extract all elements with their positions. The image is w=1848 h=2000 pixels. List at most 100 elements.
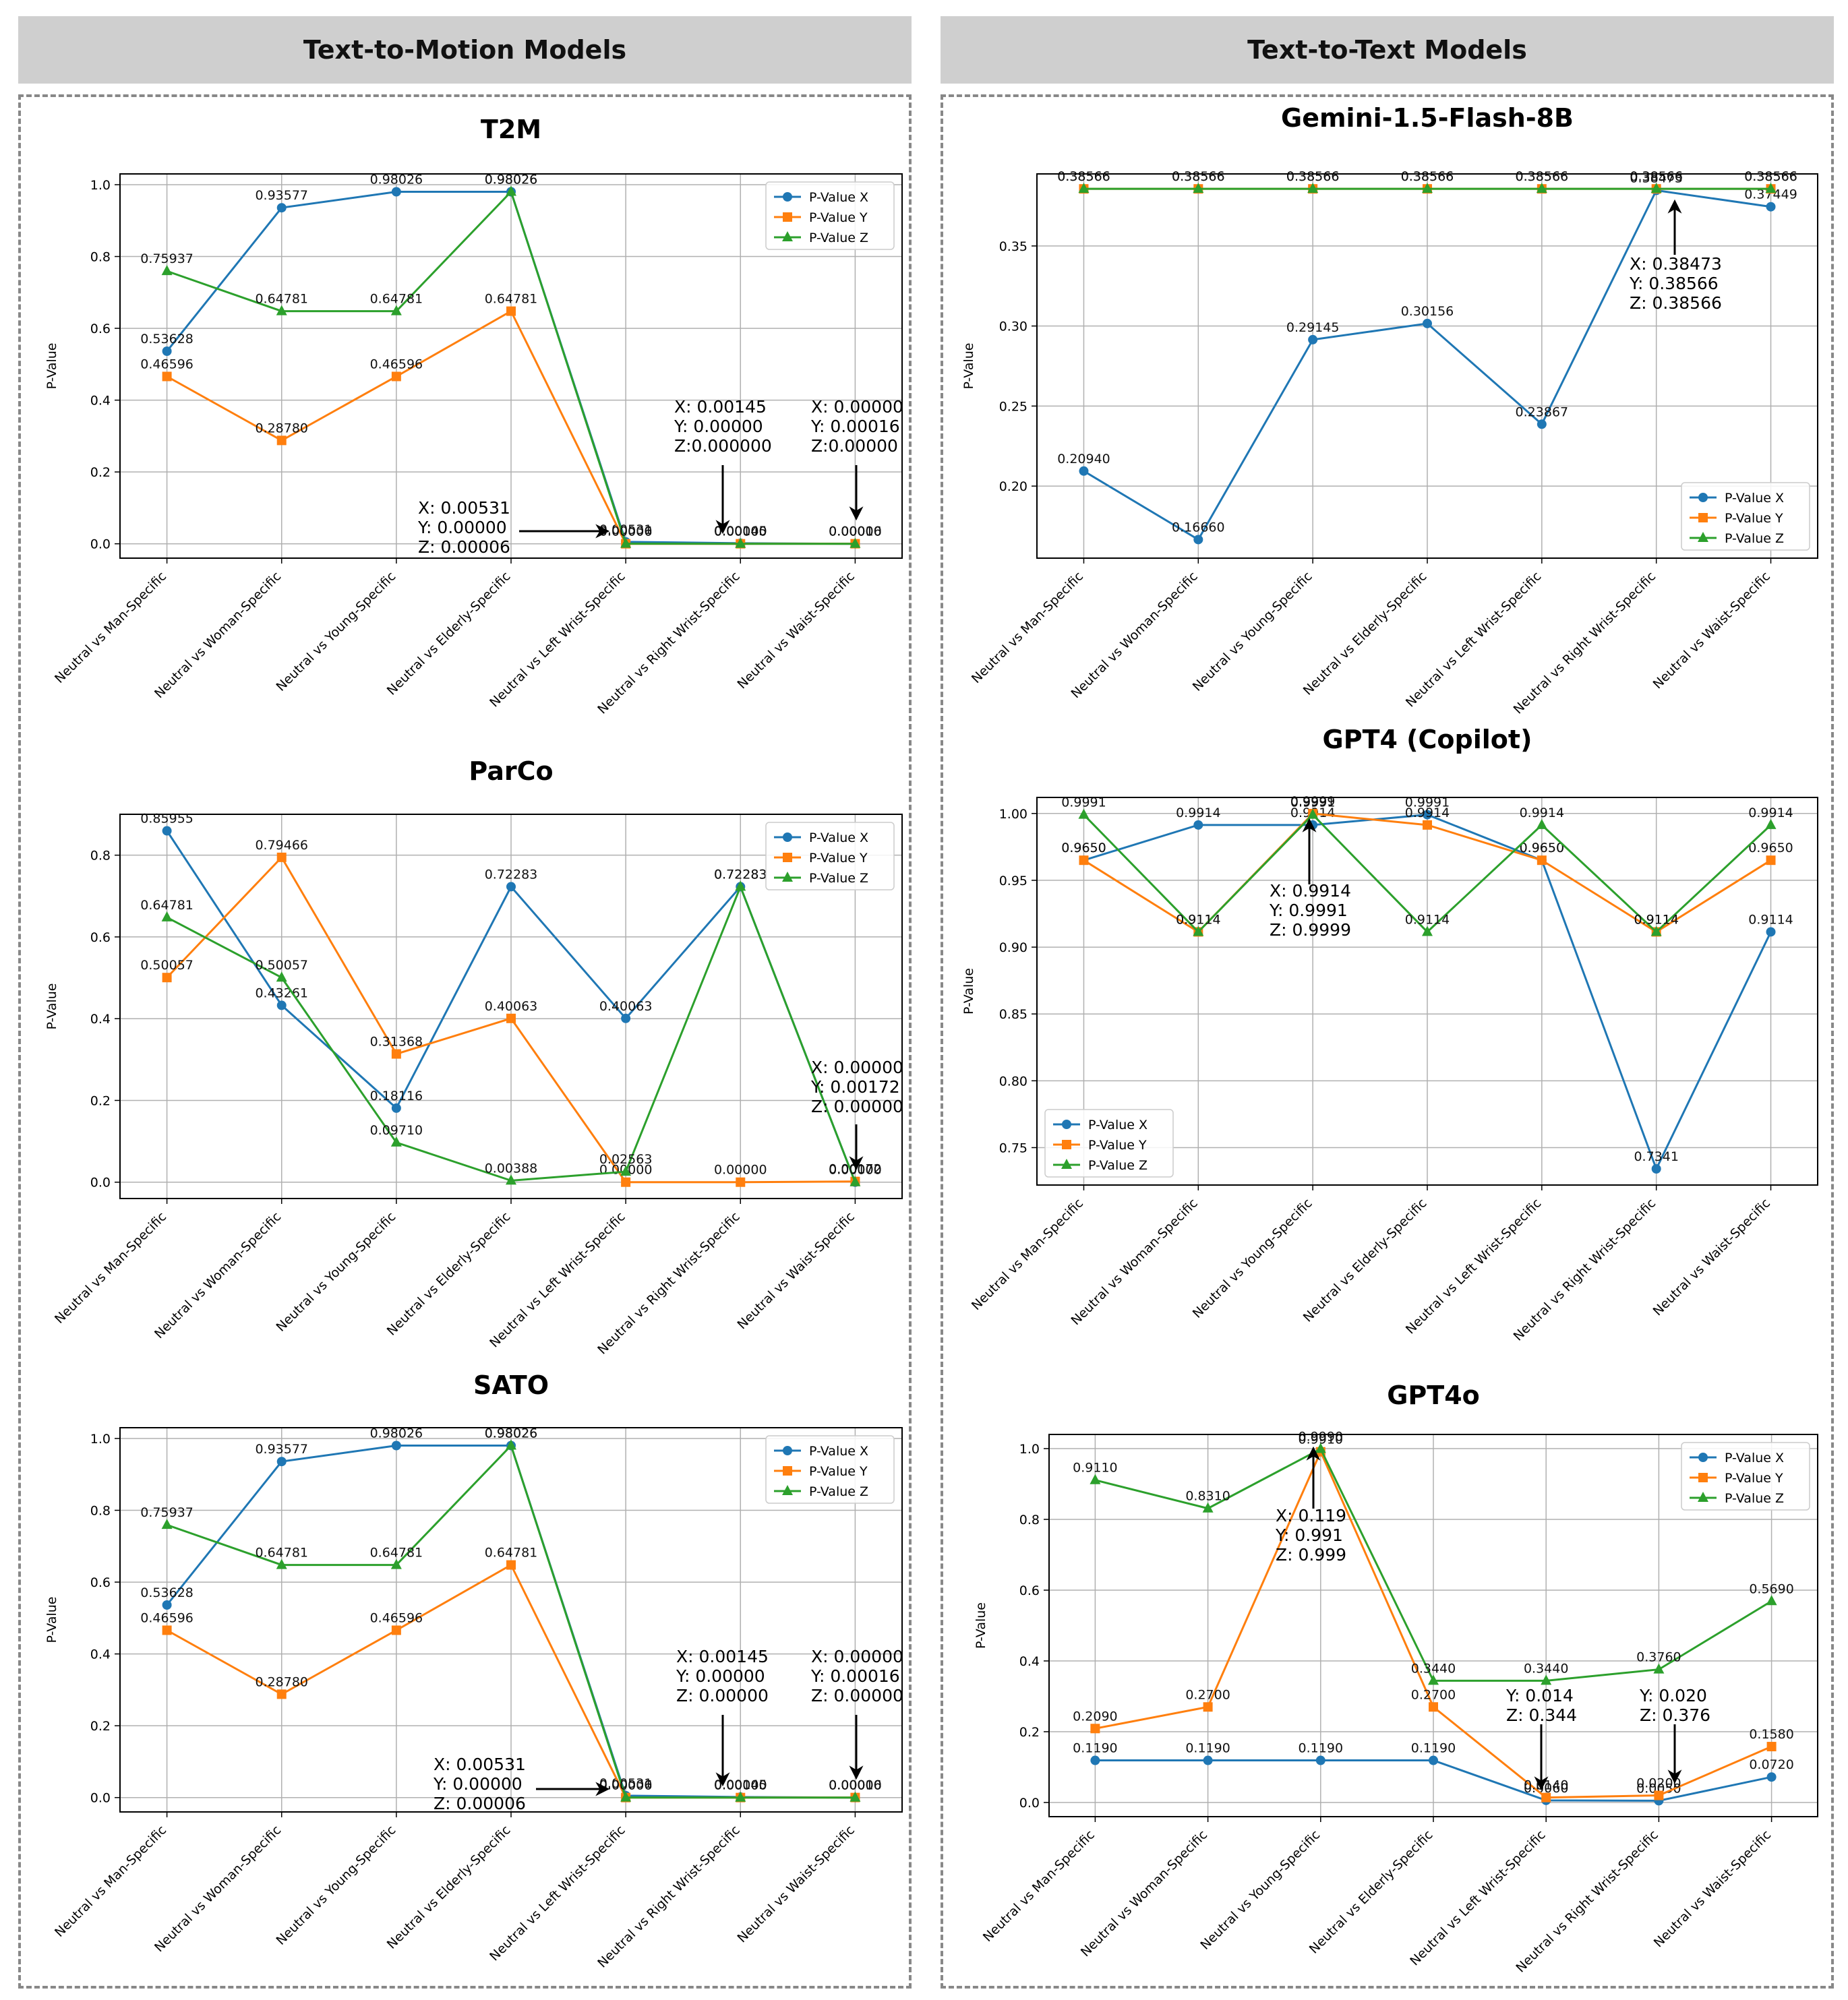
legend-label: P-Value X	[1725, 1451, 1784, 1465]
annotation-text: Y: 0.00016	[810, 417, 900, 436]
y-tick-label: 0.2	[90, 1719, 111, 1734]
data-label: 0.40063	[485, 999, 538, 1014]
data-point	[391, 1103, 401, 1113]
annotation-text: X: 0.00531	[434, 1755, 526, 1774]
legend-marker	[783, 832, 792, 842]
data-label: 0.38566	[1286, 169, 1340, 184]
plot-frame	[119, 814, 903, 1199]
right-column-header: Text-to-Text Models	[941, 16, 1834, 84]
data-point	[1193, 535, 1203, 545]
y-tick-label: 1.0	[90, 1432, 111, 1447]
data-label: 0.00006	[599, 524, 653, 539]
data-label: 0.72283	[485, 867, 538, 882]
chart-title: GPT4o	[1387, 1381, 1480, 1410]
data-point	[735, 537, 746, 548]
data-label: 0.64781	[370, 292, 423, 307]
data-label: 0.7341	[1634, 1149, 1678, 1164]
annotation-text: X: 0.00000	[811, 1647, 903, 1666]
data-point	[621, 1013, 631, 1023]
x-tick-label: Neutral vs Woman-Specific	[1078, 1827, 1210, 1960]
data-label: 0.09710	[370, 1123, 423, 1138]
y-tick-label: 0.25	[999, 399, 1027, 414]
legend-marker	[782, 872, 793, 882]
legend-marker	[1061, 1159, 1072, 1169]
left-column-frame	[18, 94, 912, 1989]
annotation-text: X: 0.119	[1276, 1506, 1346, 1525]
y-tick-label: 1.00	[999, 807, 1027, 822]
data-label: 0.9991	[1405, 795, 1450, 810]
data-label: 0.64781	[140, 898, 193, 913]
data-label: 0.9650	[1748, 841, 1793, 855]
x-tick-label: Neutral vs Elderly-Specific	[1307, 1827, 1436, 1957]
annotation-text: Z: 0.999	[1276, 1545, 1346, 1565]
data-point	[1193, 926, 1204, 936]
data-label: 0.64781	[485, 292, 538, 307]
y-axis-label: P-Value	[44, 1597, 59, 1643]
data-point	[390, 1136, 402, 1147]
data-point	[276, 971, 287, 982]
annotation-text: Z: 0.376	[1640, 1705, 1710, 1725]
data-point	[1203, 1702, 1213, 1712]
chart-title: T2M	[481, 115, 541, 144]
y-tick-label: 0.8	[1019, 1513, 1040, 1527]
legend-box	[1044, 1109, 1174, 1178]
data-label: 0.9914	[1176, 806, 1220, 820]
data-label: 0.93577	[255, 188, 308, 203]
y-tick-label: 0.4	[90, 1012, 111, 1027]
data-point	[1079, 855, 1089, 866]
data-label: 0.9990	[1299, 1430, 1343, 1445]
data-label: 0.9910	[1299, 1432, 1343, 1447]
data-point	[1307, 808, 1319, 819]
annotation-text: Z:0.00000	[811, 436, 898, 456]
data-label: 0.85955	[140, 812, 193, 826]
data-label: 0.38566	[1744, 169, 1797, 184]
data-label: 0.93577	[255, 1442, 308, 1457]
data-label: 0.8310	[1185, 1489, 1230, 1504]
legend-label: P-Value Z	[1725, 531, 1784, 546]
data-point	[620, 537, 632, 548]
data-point	[1423, 810, 1432, 820]
legend-label: P-Value X	[1725, 491, 1784, 506]
data-point	[276, 1457, 287, 1467]
data-label: 0.18116	[370, 1089, 423, 1103]
y-tick-label: 0.2	[90, 465, 111, 480]
data-label: 0.46596	[370, 357, 423, 371]
y-axis-label: P-Value	[961, 343, 976, 390]
data-point	[1423, 820, 1432, 830]
data-label: 0.1190	[1411, 1741, 1456, 1756]
data-label: 0.16660	[1172, 520, 1225, 535]
data-point	[506, 306, 516, 316]
data-label: 0.38566	[1744, 169, 1797, 184]
x-tick-label: Neutral vs Waist-Specific	[1651, 1827, 1774, 1950]
annotation-text: Z: 0.9999	[1270, 920, 1351, 940]
legend-label: P-Value Y	[809, 851, 868, 866]
annotation-text: Y: 0.00000	[674, 417, 763, 436]
data-point	[390, 1558, 402, 1569]
data-point	[391, 371, 401, 382]
data-point	[1537, 419, 1547, 429]
legend-marker	[783, 853, 792, 862]
data-point	[391, 1049, 401, 1059]
legend-label: P-Value X	[809, 1444, 868, 1459]
data-label: 0.00000	[599, 1778, 653, 1793]
data-point	[276, 1558, 287, 1569]
data-point	[1537, 855, 1547, 866]
annotation-text: Y: 0.38566	[1629, 274, 1719, 293]
data-point	[1650, 183, 1662, 193]
annotation-text: Z: 0.00006	[434, 1794, 526, 1813]
legend-marker	[1698, 493, 1708, 502]
y-tick-label: 0.0	[90, 1176, 111, 1190]
data-point	[506, 1439, 516, 1450]
legend-marker	[1698, 1473, 1708, 1482]
data-label: 0.00016	[829, 1778, 882, 1793]
y-tick-label: 0.80	[999, 1074, 1027, 1089]
data-point	[1193, 820, 1203, 830]
data-point	[506, 1560, 516, 1570]
data-label: 0.38566	[1172, 169, 1225, 184]
data-label: 0.64781	[485, 1546, 538, 1560]
data-point	[1766, 1772, 1777, 1782]
data-label: 0.98026	[370, 172, 423, 187]
right-column-frame	[941, 94, 1834, 1989]
legend-marker	[783, 192, 792, 202]
data-point	[161, 265, 173, 276]
